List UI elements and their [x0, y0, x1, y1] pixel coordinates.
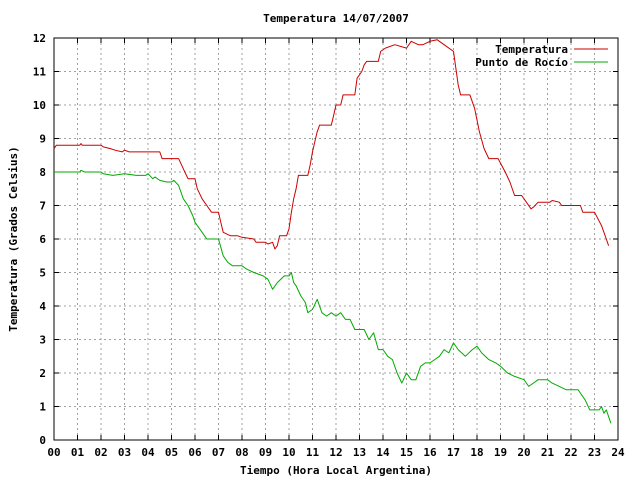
- x-tick-label: 21: [541, 446, 555, 459]
- series-line-punto-de-rocio: [54, 169, 612, 424]
- x-tick-label: 17: [447, 446, 460, 459]
- y-tick-label: 4: [39, 300, 46, 313]
- x-tick-label: 15: [400, 446, 413, 459]
- series-line-temperatura: [53, 39, 610, 250]
- y-tick-label: 0: [39, 434, 46, 447]
- x-tick-label: 05: [165, 446, 178, 459]
- x-tick-label: 23: [588, 446, 601, 459]
- x-tick-label: 01: [71, 446, 85, 459]
- x-tick-label: 19: [494, 446, 507, 459]
- x-tick-label: 00: [47, 446, 60, 459]
- x-tick-label: 04: [141, 446, 155, 459]
- y-tick-label: 10: [33, 99, 46, 112]
- y-tick-label: 12: [33, 32, 46, 45]
- y-tick-label: 3: [39, 334, 46, 347]
- x-tick-label: 09: [259, 446, 272, 459]
- x-tick-label: 10: [282, 446, 295, 459]
- y-tick-label: 5: [39, 267, 46, 280]
- x-tick-label: 18: [470, 446, 483, 459]
- chart-title: Temperatura 14/07/2007: [263, 12, 409, 25]
- y-tick-label: 1: [39, 401, 46, 414]
- y-tick-label: 11: [33, 66, 47, 79]
- x-tick-label: 11: [306, 446, 320, 459]
- y-tick-label: 8: [39, 166, 46, 179]
- x-tick-label: 13: [353, 446, 366, 459]
- legend-label-temperatura: Temperatura: [495, 43, 568, 56]
- tick-layer: 00 01 02 03 04 05 06 07 08 09 10 11 12 13 14 15 16 17 18 19…: [33, 32, 625, 459]
- grid-layer: [54, 38, 618, 440]
- y-axis-label: Temperatura (Grados Celsius): [7, 146, 20, 331]
- x-tick-label: 06: [188, 446, 202, 459]
- y-tick-label: 6: [39, 233, 46, 246]
- y-tick-label: 2: [39, 367, 46, 380]
- x-tick-label: 14: [376, 446, 390, 459]
- x-tick-label: 20: [517, 446, 530, 459]
- x-tick-label: 24: [611, 446, 625, 459]
- y-tick-label: 9: [39, 133, 46, 146]
- x-axis-label: Tiempo (Hora Local Argentina): [240, 464, 432, 477]
- x-tick-label: 02: [94, 446, 107, 459]
- x-tick-label: 03: [118, 446, 131, 459]
- legend-label-punto-de-rocio: Punto de Rocío: [475, 56, 568, 69]
- series-layer: [53, 39, 612, 424]
- x-tick-label: 12: [329, 446, 342, 459]
- x-tick-label: 07: [212, 446, 225, 459]
- y-tick-label: 7: [39, 200, 46, 213]
- x-tick-label: 16: [423, 446, 437, 459]
- x-tick-label: 22: [564, 446, 577, 459]
- x-tick-label: 08: [235, 446, 248, 459]
